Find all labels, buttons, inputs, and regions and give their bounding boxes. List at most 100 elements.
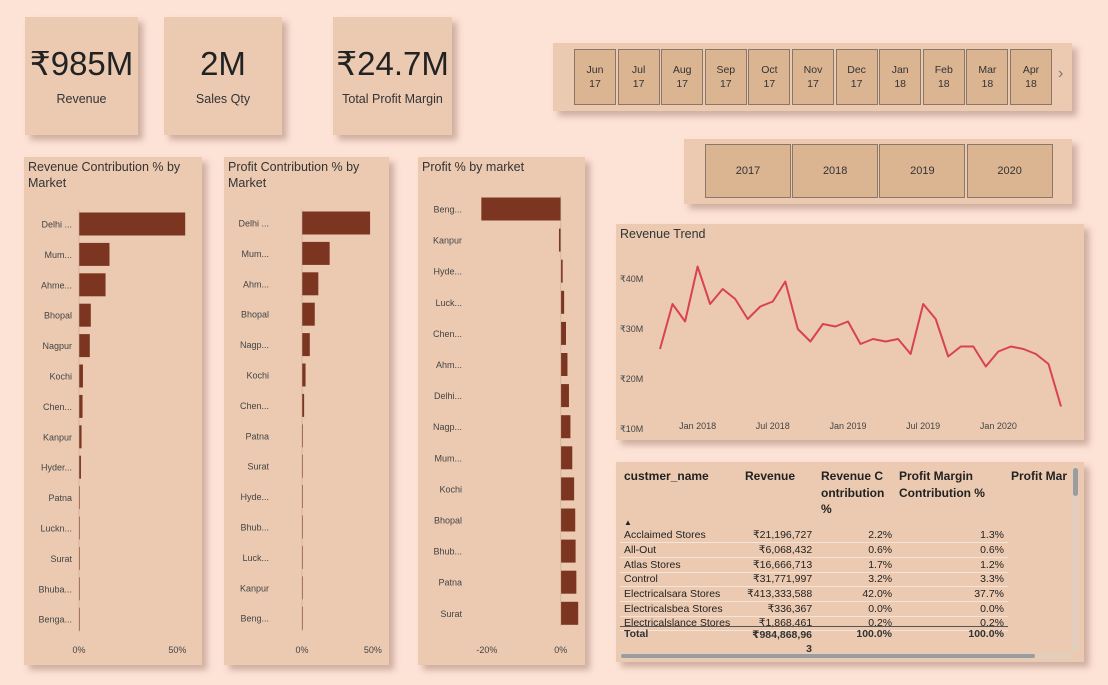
header-customer-name[interactable]: custmer_name: [624, 469, 709, 483]
x-tick-label: Jan 2019: [829, 421, 866, 431]
bar: [560, 570, 577, 594]
month-button[interactable]: Dec 17: [835, 49, 878, 105]
bar: [79, 394, 83, 418]
chart-title: Revenue Trend: [620, 227, 706, 241]
table-cell: 3.2%: [816, 572, 897, 588]
header-profit-margin-contribution[interactable]: Profit Margin Contribution %: [899, 469, 985, 500]
table-row[interactable]: Acclaimed Stores ₹21,196,727 2.2% 1.3%: [620, 528, 1008, 544]
month-button[interactable]: Jan 18: [879, 49, 922, 105]
month-button[interactable]: Aug 17: [661, 49, 704, 105]
vertical-scroll-thumb[interactable]: [1073, 468, 1078, 496]
bar: [302, 545, 303, 569]
month-button[interactable]: Feb 18: [922, 49, 965, 105]
header-profit-margin[interactable]: Profit Mar: [1011, 469, 1068, 483]
table-cell: ₹336,367: [734, 601, 817, 617]
category-label: Kochi: [49, 372, 72, 382]
table-row[interactable]: Control ₹31,771,997 3.2% 3.3%: [620, 572, 1008, 588]
x-tick-label: Jul 2019: [906, 421, 940, 431]
month-button[interactable]: Mar 18: [966, 49, 1009, 105]
bar: [302, 363, 306, 387]
bar: [560, 321, 566, 345]
month-slicer: Jun 17 Jul 17 Aug 17 Sep 17 Oct 17 Nov 17 Dec …: [553, 43, 1072, 111]
bar: [302, 333, 310, 357]
bar: [79, 546, 80, 570]
bar: [79, 577, 80, 601]
month-button[interactable]: Jul 17: [617, 49, 660, 105]
total-label: Total: [624, 628, 649, 640]
table-row[interactable]: Atlas Stores ₹16,666,713 1.7% 1.2%: [620, 557, 1008, 573]
table-row[interactable]: Electricalsbea Stores ₹336,367 0.0% 0.0%: [620, 601, 1008, 617]
kpi-revenue-value: ₹985M: [29, 44, 134, 82]
table-row[interactable]: Electricalsara Stores ₹413,333,588 42.0% 37…: [620, 586, 1008, 602]
horizontal-scroll-thumb[interactable]: [621, 654, 1035, 658]
category-label: Surat: [50, 554, 72, 564]
year-button[interactable]: 2019: [879, 144, 966, 198]
year-button[interactable]: 2020: [966, 144, 1053, 198]
revenue-line: [659, 265, 1062, 407]
tick-label: -20%: [476, 645, 497, 655]
category-label: Beng...: [240, 614, 269, 624]
bar: [560, 415, 571, 439]
table-cell: 1.3%: [896, 528, 1008, 544]
bar: [302, 272, 319, 296]
category-label: Kochi: [439, 484, 462, 494]
category-label: Bhuba...: [38, 584, 72, 594]
year-button[interactable]: 2018: [792, 144, 879, 198]
bar: [79, 242, 110, 266]
year-button[interactable]: 2017: [705, 144, 791, 198]
bar: [79, 425, 82, 449]
kpi-qty-value: 2M: [200, 44, 246, 82]
category-label: Bhopal: [44, 311, 72, 321]
table-row[interactable]: All-Out ₹6,068,432 0.6% 0.6%: [620, 542, 1008, 558]
category-label: Kanpur: [43, 432, 72, 442]
table-cell: 0.6%: [896, 542, 1008, 558]
bar: [560, 384, 569, 408]
y-tick-label: ₹30M: [620, 324, 643, 334]
category-label: Patna: [438, 578, 462, 588]
table-cell: Electricalsbea Stores: [620, 601, 735, 617]
category-label: Bhub...: [433, 547, 462, 557]
month-button[interactable]: Sep 17: [704, 49, 747, 105]
category-label: Ahm...: [243, 279, 269, 289]
header-revenue-contribution[interactable]: Revenue Contribution %: [821, 469, 885, 516]
table-cell: All-Out: [620, 542, 735, 558]
kpi-revenue-label: Revenue: [56, 91, 107, 106]
category-label: Surat: [247, 462, 269, 472]
table-body: Acclaimed Stores ₹21,196,727 2.2% 1.3% All-O…: [620, 528, 1008, 632]
category-label: Luckn...: [40, 524, 72, 534]
month-button[interactable]: Jun 17: [574, 49, 616, 105]
bar: [79, 516, 80, 540]
bar: [560, 353, 568, 376]
table-cell: Control: [620, 572, 735, 588]
chevron-right-icon[interactable]: ›: [1058, 65, 1064, 82]
table-cell: 1.2%: [896, 557, 1008, 573]
tick-label: 50%: [168, 645, 186, 655]
y-tick-label: ₹20M: [620, 374, 643, 384]
bar: [558, 228, 561, 252]
bar: [560, 446, 573, 470]
category-label: Ahm...: [436, 360, 462, 370]
profit-contribution-chart: Profit Contribution % by Market Delhi ..…: [224, 157, 389, 665]
category-label: Delhi ...: [238, 219, 269, 229]
chart-title: Profit % by market: [422, 160, 525, 174]
category-label: Nagp...: [240, 340, 269, 350]
vertical-scrollbar[interactable]: [1072, 466, 1079, 652]
month-button[interactable]: Apr 18: [1010, 49, 1052, 105]
bar: [79, 607, 80, 631]
sort-ascending-icon[interactable]: ▲: [624, 518, 632, 527]
month-button[interactable]: Nov 17: [792, 49, 834, 105]
category-label: Bhopal: [241, 310, 269, 320]
table-cell: Atlas Stores: [620, 557, 735, 573]
category-label: Patna: [48, 493, 72, 503]
category-label: Chen...: [240, 401, 269, 411]
bar: [560, 539, 576, 563]
total-profit-pct: 100.0%: [968, 628, 1004, 640]
category-label: Luck...: [435, 298, 462, 308]
chart-title: Profit Contribution % by Market: [228, 160, 360, 190]
header-revenue[interactable]: Revenue: [745, 469, 796, 483]
category-label: Chen...: [43, 402, 72, 412]
month-button[interactable]: Oct 17: [748, 49, 791, 105]
category-label: Bhopal: [434, 516, 462, 526]
table-row[interactable]: Electricalslance Stores ₹1,868,461 0.2% 0.2…: [620, 616, 1008, 632]
bar: [79, 303, 91, 327]
